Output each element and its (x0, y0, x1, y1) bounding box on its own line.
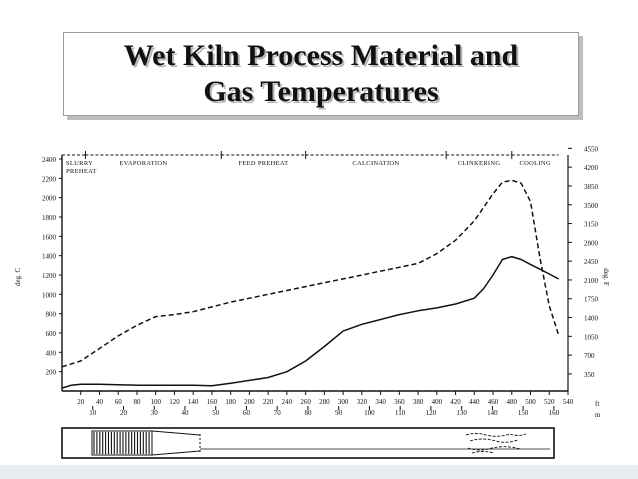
right-tick-label: 3150 (584, 221, 599, 229)
ft-tick-label: 60 (115, 398, 123, 406)
slide-title-line-2: Gas Temperatures (203, 75, 439, 108)
m-tick-label: 90 (335, 409, 343, 417)
ft-tick-label: 340 (375, 398, 386, 406)
right-tick-label: 350 (584, 371, 595, 379)
zone-label: EVAPORATION (119, 160, 167, 167)
right-tick-label: 2450 (584, 258, 599, 266)
ft-tick-label: 440 (469, 398, 480, 406)
left-tick-label: 1200 (42, 272, 57, 280)
left-tick-label: 2000 (42, 195, 57, 203)
zone-label: PREHEAT (66, 168, 97, 175)
ft-tick-label: 20 (77, 398, 85, 406)
right-tick-label: 1400 (584, 315, 599, 323)
gas-temperature-line (61, 179, 560, 368)
ft-tick-label: 200 (244, 398, 255, 406)
right-tick-label: 3500 (584, 202, 599, 210)
ft-tick-label: 280 (319, 398, 330, 406)
ft-unit-label: ft (595, 400, 599, 408)
ft-tick-label: 80 (133, 398, 141, 406)
kiln-taper (151, 430, 201, 436)
m-tick-label: 70 (274, 409, 282, 417)
ft-tick-label: 460 (488, 398, 499, 406)
ft-tick-label: 120 (169, 398, 180, 406)
left-tick-label: 1800 (42, 214, 57, 222)
right-tick-label: 1050 (584, 333, 599, 341)
m-tick-label: 20 (120, 409, 128, 417)
ft-tick-label: 40 (96, 398, 104, 406)
burner-flame (465, 433, 527, 454)
ft-tick-label: 540 (563, 398, 574, 406)
kiln-chain-section (91, 430, 153, 456)
right-tick-label: 1750 (584, 296, 599, 304)
m-tick-label: 120 (426, 409, 437, 417)
ft-tick-label: 180 (225, 398, 236, 406)
ft-tick-label: 140 (188, 398, 199, 406)
ft-tick-label: 160 (207, 398, 218, 406)
kiln-taper (151, 450, 201, 456)
m-tick-label: 60 (243, 409, 251, 417)
m-tick-label: 30 (151, 409, 159, 417)
m-tick-label: 110 (395, 409, 406, 417)
m-tick-label: 10 (89, 409, 97, 417)
left-tick-label: 2200 (42, 175, 57, 183)
ft-tick-label: 220 (263, 398, 274, 406)
m-tick-label: 100 (364, 409, 375, 417)
right-tick-label: 4200 (584, 164, 599, 172)
right-tick-label: 4550 (584, 145, 599, 153)
right-tick-label: 2800 (584, 239, 599, 247)
right-tick-label: 3850 (584, 183, 599, 191)
left-tick-label: 1600 (42, 233, 57, 241)
title-box: Wet Kiln Process Material and Gas Temper… (63, 32, 579, 116)
left-tick-label: 1000 (42, 291, 57, 299)
ft-tick-label: 500 (525, 398, 536, 406)
m-tick-label: 140 (487, 409, 498, 417)
material-temperature-line (61, 255, 559, 389)
left-tick-label: 400 (46, 349, 57, 357)
left-tick-label: 600 (46, 330, 57, 338)
m-tick-label: 160 (549, 409, 560, 417)
zone-label: CALCINATION (352, 160, 399, 167)
temperature-chart: 200 400 600 800 1000 1200 1400 1600 1800 2000 2200… (14, 145, 610, 459)
zone-label: CLINKERING (458, 160, 501, 167)
ft-tick-label: 300 (338, 398, 349, 406)
zone-label: COOLING (520, 160, 551, 167)
right-tick-label: 700 (584, 352, 595, 360)
m-unit-label: m (595, 411, 601, 419)
ft-tick-label: 320 (357, 398, 368, 406)
ft-tick-label: 520 (544, 398, 555, 406)
left-tick-label: 1400 (42, 253, 57, 261)
slide-title-line-1: Wet Kiln Process Material and (123, 39, 519, 72)
ft-tick-label: 380 (413, 398, 424, 406)
ft-tick-label: 420 (450, 398, 461, 406)
slide-footer-strip (0, 465, 638, 479)
ft-tick-label: 100 (150, 398, 161, 406)
ft-tick-label: 360 (394, 398, 405, 406)
m-tick-label: 130 (456, 409, 467, 417)
ft-tick-label: 480 (507, 398, 518, 406)
m-tick-label: 150 (518, 409, 529, 417)
ft-tick-label: 260 (300, 398, 311, 406)
left-tick-label: 2400 (42, 156, 57, 164)
ft-tick-label: 400 (432, 398, 443, 406)
m-tick-label: 80 (304, 409, 312, 417)
left-axis-label: deg. C (14, 268, 22, 287)
right-tick-label: 2100 (584, 277, 599, 285)
ft-tick-label: 240 (282, 398, 293, 406)
zone-label: SLURRY (66, 160, 93, 167)
left-tick-label: 200 (46, 369, 57, 377)
left-tick-label: 800 (46, 311, 57, 319)
zone-label: FEED PREHEAT (238, 160, 288, 167)
right-axis-label: deg. F (602, 268, 610, 286)
kiln-shell (61, 427, 555, 459)
m-tick-label: 50 (212, 409, 220, 417)
m-tick-label: 40 (181, 409, 189, 417)
